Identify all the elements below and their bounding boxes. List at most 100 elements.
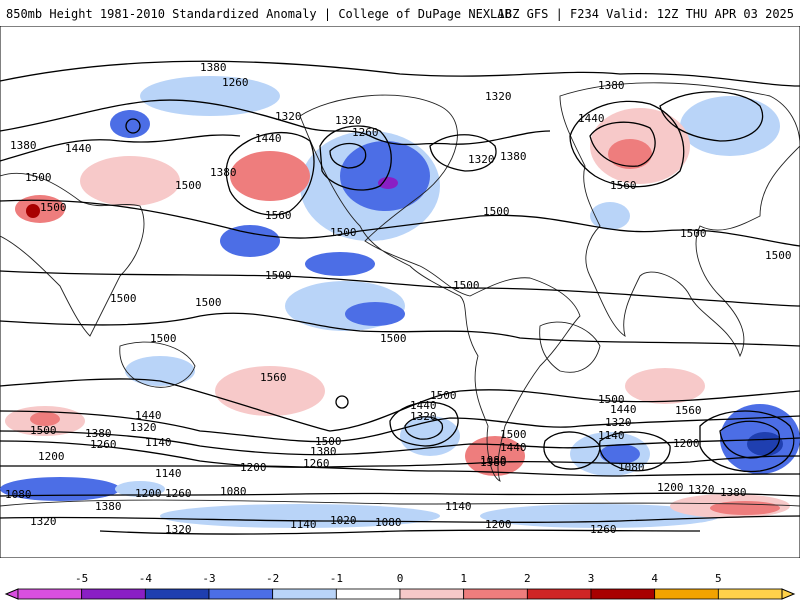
contour-label: 1320: [130, 421, 157, 434]
contour-label: 1380: [200, 61, 227, 74]
contour-label: 1500: [330, 226, 357, 239]
run-info: 18Z GFS | F234 Valid: 12Z THU APR 03 202…: [497, 7, 794, 21]
contour-label: 1080: [5, 488, 32, 501]
contour-label: 1200: [673, 437, 700, 450]
colorbar-tick-label: -4: [138, 572, 152, 585]
contour-label: 1500: [40, 201, 67, 214]
contour-label: 1500: [430, 389, 457, 402]
contour-label: 1500: [483, 205, 510, 218]
contour-label: 1020: [330, 514, 357, 527]
chart-title: 850mb Height 1981-2010 Standardized Anom…: [6, 7, 512, 21]
contour-label: 1260: [90, 438, 117, 451]
contour-label: 1260: [590, 523, 617, 536]
colorbar-segment: [463, 588, 528, 600]
colorbar-segment: [272, 588, 337, 600]
colorbar-segment: [81, 588, 146, 600]
colorbar-segment: [17, 588, 83, 600]
contour-label: 1320: [30, 515, 57, 528]
colorbar-left-arrow: [4, 588, 19, 600]
contour-label: 1500: [765, 249, 792, 262]
colorbar-scale: [4, 588, 796, 600]
colorbar-tick-label: 5: [715, 572, 722, 585]
colorbar-segment: [526, 588, 592, 600]
contour-label: 1500: [195, 296, 222, 309]
colorbar-tick-label: 1: [460, 572, 467, 585]
contour-label: 1500: [150, 332, 177, 345]
contour-label: 1500: [175, 179, 202, 192]
contour-label: 1080: [618, 461, 645, 474]
contour-label: 1320: [335, 114, 362, 127]
contour-label: 1440: [65, 142, 92, 155]
colorbar-segment: [335, 588, 401, 600]
contour-label: 1140: [290, 518, 317, 531]
contour-label: 1500: [25, 171, 52, 184]
contour-label: 1500: [110, 292, 137, 305]
contour-label: 1440: [410, 399, 437, 412]
contour-label: 1560: [610, 179, 637, 192]
contour-label: 1380: [210, 166, 237, 179]
contour-label: 1500: [380, 332, 407, 345]
contour-label: 1380: [10, 139, 37, 152]
contour-label: 1080: [220, 485, 247, 498]
contour-label: 1500: [500, 428, 527, 441]
contour-label: 1320: [165, 523, 192, 536]
colorbar-segment: [590, 588, 656, 600]
contour-label: 1560: [265, 209, 292, 222]
contour-label: 1140: [598, 429, 625, 442]
contour-label: 1500: [453, 279, 480, 292]
colorbar-tick-label: -2: [266, 572, 280, 585]
contour-label: 1140: [445, 500, 472, 513]
weather-map[interactable]: 1380 1260 1320 1320 1260 1380 1440 1500 …: [0, 26, 800, 558]
contour-label: 1380: [310, 445, 337, 458]
contour-label: 1320: [410, 410, 437, 423]
contour-label: 1140: [145, 436, 172, 449]
contour-label: 1500: [680, 227, 707, 240]
contour-label: 1260: [222, 76, 249, 89]
contour-labels: 1380 1260 1320 1320 1260 1380 1440 1500 …: [5, 61, 792, 536]
height-contours: [0, 60, 800, 535]
contour-label: 1200: [240, 461, 267, 474]
contour-label: 1500: [598, 393, 625, 406]
contour-label: 1320: [468, 153, 495, 166]
contour-label: 1260: [303, 457, 330, 470]
contour-label: 1200: [135, 487, 162, 500]
contour-label: 1320: [688, 483, 715, 496]
colorbar-tick-label: 0: [396, 572, 404, 585]
colorbar-tick-label: -5: [75, 572, 89, 585]
contour-label: 1140: [155, 467, 182, 480]
colorbar-tick-label: 4: [651, 572, 658, 585]
contour-label: 1500: [30, 424, 57, 437]
contour-label: 1560: [260, 371, 287, 384]
contour-label: 1320: [485, 90, 512, 103]
chart-header: 850mb Height 1981-2010 Standardized Anom…: [0, 0, 800, 26]
contour-label: 1380: [598, 79, 625, 92]
contour-label: 1320: [605, 416, 632, 429]
colorbar-right-arrow: [781, 588, 796, 600]
colorbar-tick-label: 3: [587, 572, 595, 585]
contour-label: 1440: [578, 112, 605, 125]
contour-label: 1260: [352, 126, 379, 139]
contour-label: 1440: [500, 441, 527, 454]
contour-label: 1200: [485, 518, 512, 531]
colorbar-segment: [717, 588, 783, 600]
colorbar-segment: [208, 588, 274, 600]
colorbar-segment: [399, 588, 465, 600]
contour-label: 1440: [610, 403, 637, 416]
contour-label: 1440: [135, 409, 162, 422]
contour-label: 1500: [265, 269, 292, 282]
contour-label: 1080: [375, 516, 402, 529]
contour-label: 1200: [38, 450, 65, 463]
contour-label: 1320: [275, 110, 302, 123]
contour-label: 1380: [500, 150, 527, 163]
contour-label: 1200: [657, 481, 684, 494]
contour-label: 1440: [255, 132, 282, 145]
colorbar-tick-label: -3: [202, 572, 216, 585]
coastlines: [0, 82, 800, 507]
contour-label: 1380: [720, 486, 747, 499]
contour-label: 1560: [675, 404, 702, 417]
contour-label: 1500: [315, 435, 342, 448]
colorbar-tick-label: -1: [329, 572, 343, 585]
contour-label: 1380: [480, 456, 507, 469]
colorbar-tick-label: 2: [524, 572, 531, 585]
colorbar-segment: [654, 588, 719, 600]
